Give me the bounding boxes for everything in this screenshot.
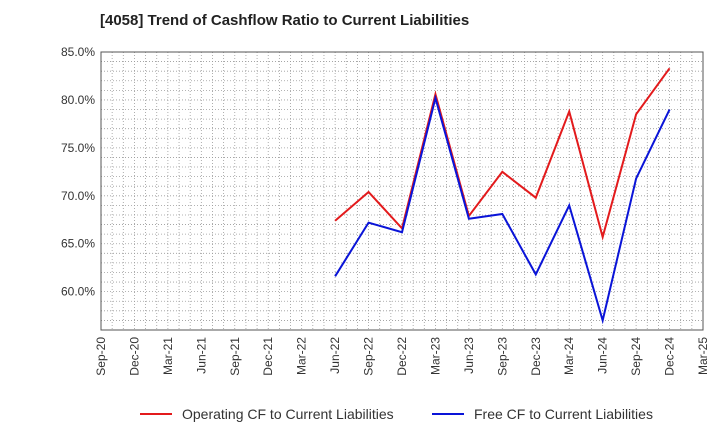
- x-tick-label: Jun-23: [462, 337, 476, 374]
- x-tick-label: Jun-22: [328, 337, 342, 374]
- y-tick-label: 60.0%: [61, 285, 95, 299]
- chart-title: [4058] Trend of Cashflow Ratio to Curren…: [100, 12, 470, 29]
- x-tick-label: Mar-22: [295, 337, 309, 375]
- x-tick-label: Dec-24: [663, 337, 677, 376]
- y-tick-label: 70.0%: [61, 189, 95, 203]
- x-tick-label: Mar-23: [428, 337, 442, 375]
- x-tick-label: Jun-21: [194, 337, 208, 374]
- y-tick-label: 65.0%: [61, 237, 95, 251]
- y-tick-label: 75.0%: [61, 141, 95, 155]
- x-tick-label: Jun-24: [596, 337, 610, 374]
- legend-item: Free CF to Current Liabilities: [432, 406, 653, 422]
- x-tick-label: Dec-21: [261, 337, 275, 376]
- axis-layer: [100, 51, 704, 331]
- y-tick-label: 85.0%: [61, 45, 95, 59]
- x-tick-label: Dec-23: [529, 337, 543, 376]
- x-tick-label: Sep-23: [495, 337, 509, 376]
- x-tick-label: Mar-25: [696, 337, 710, 375]
- y-tick-label: 80.0%: [61, 93, 95, 107]
- series-line-2: [334, 94, 671, 325]
- x-tick-label: Sep-21: [228, 337, 242, 376]
- label-layer: 85.0% 80.0% 75.0% 70.0% 65.0% 60.0% Sep-20 Dec-…: [61, 45, 710, 376]
- x-tick-label: Dec-22: [395, 337, 409, 376]
- x-tick-label: Mar-24: [562, 337, 576, 375]
- grid-layer: [101, 51, 703, 331]
- legend: Operating CF to Current Liabilities Free …: [140, 406, 653, 422]
- legend-label: Operating CF to Current Liabilities: [182, 406, 394, 422]
- plot-area-border: [100, 51, 704, 331]
- x-tick-label: Dec-20: [127, 337, 141, 376]
- x-tick-label: Sep-24: [629, 337, 643, 376]
- x-tick-label: Sep-22: [362, 337, 376, 376]
- x-tick-label: Mar-21: [161, 337, 175, 375]
- legend-item: Operating CF to Current Liabilities: [140, 406, 394, 422]
- x-tick-label: Sep-20: [94, 337, 108, 376]
- series-line-1: [334, 67, 671, 241]
- legend-label: Free CF to Current Liabilities: [474, 406, 653, 422]
- series-layer: [334, 67, 671, 325]
